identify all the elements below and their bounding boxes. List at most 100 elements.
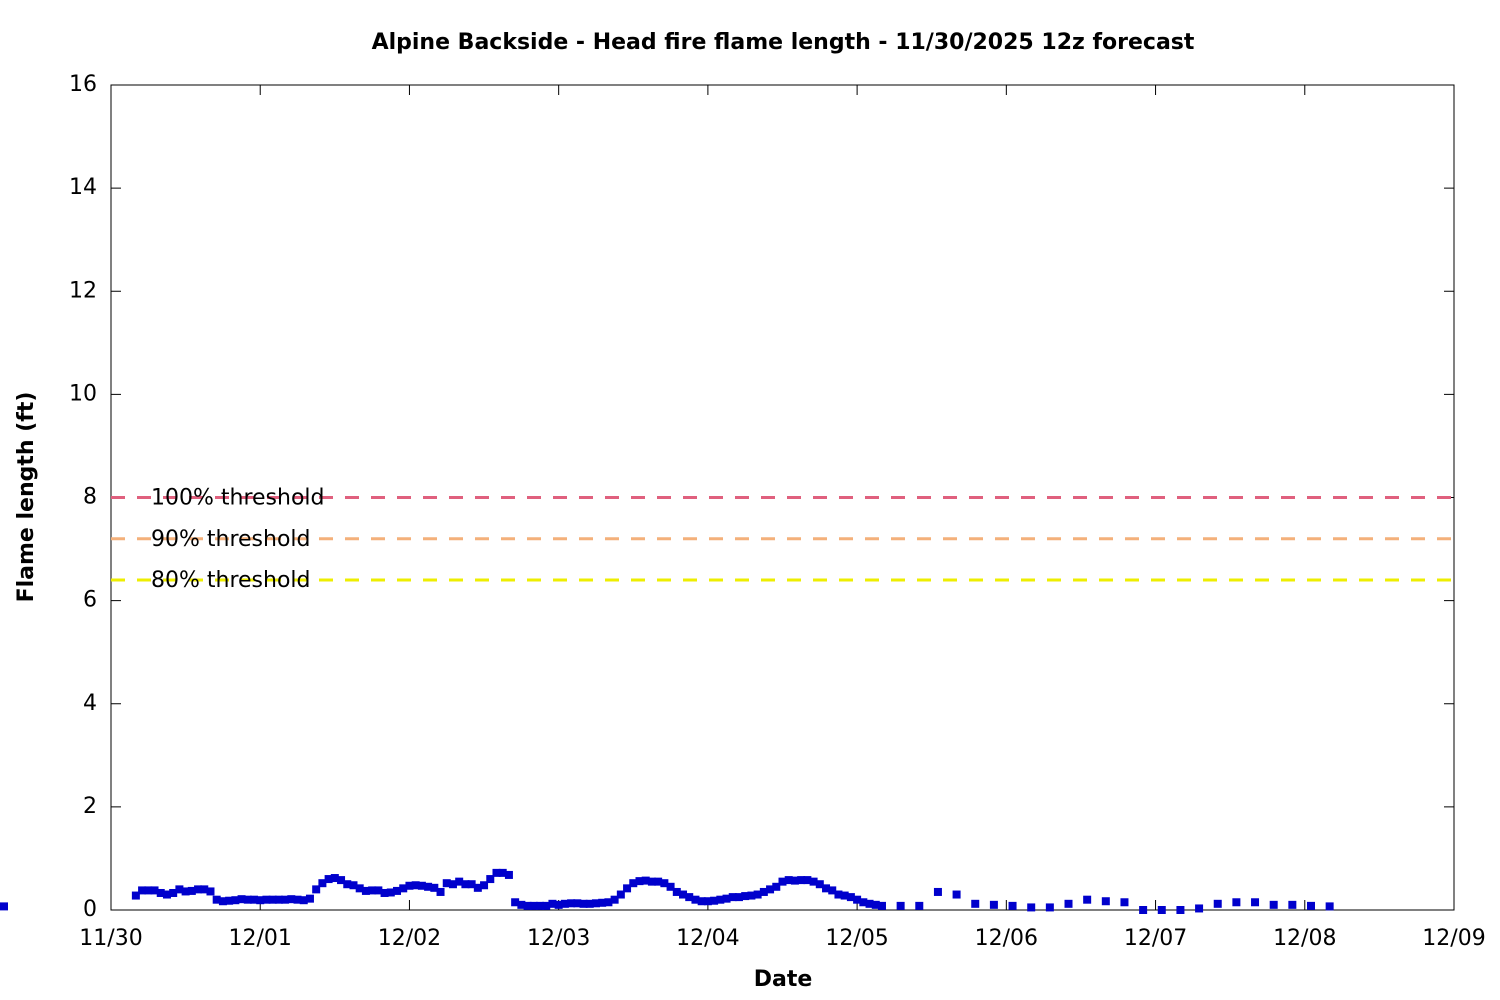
point bbox=[330, 874, 339, 883]
point bbox=[635, 877, 644, 886]
point bbox=[455, 877, 464, 886]
point bbox=[473, 883, 482, 892]
point bbox=[554, 900, 563, 909]
point bbox=[312, 885, 321, 894]
point bbox=[1139, 906, 1148, 914]
point bbox=[840, 891, 849, 900]
point bbox=[1176, 906, 1185, 914]
x-tick-label: 11/30 bbox=[79, 926, 142, 951]
point bbox=[225, 896, 234, 905]
point bbox=[498, 868, 507, 877]
y-tick-label: 10 bbox=[69, 381, 97, 406]
point bbox=[156, 888, 165, 897]
point bbox=[747, 891, 756, 900]
point bbox=[560, 899, 569, 908]
point bbox=[691, 895, 700, 904]
point bbox=[548, 899, 557, 908]
point bbox=[1269, 900, 1278, 909]
point bbox=[728, 893, 737, 902]
point bbox=[654, 877, 663, 886]
point bbox=[511, 898, 520, 907]
point bbox=[896, 901, 905, 910]
y-tick-label: 8 bbox=[83, 485, 97, 510]
point bbox=[324, 875, 333, 884]
point bbox=[504, 870, 513, 879]
point bbox=[822, 884, 831, 893]
x-tick-label: 12/07 bbox=[1124, 926, 1187, 951]
point bbox=[237, 895, 246, 904]
point bbox=[672, 887, 681, 896]
point bbox=[281, 895, 290, 904]
point bbox=[1288, 900, 1297, 909]
point bbox=[343, 880, 352, 889]
y-tick-label: 4 bbox=[83, 691, 97, 716]
point bbox=[150, 886, 159, 895]
point bbox=[734, 893, 743, 902]
point bbox=[274, 895, 283, 904]
x-tick-label: 12/02 bbox=[378, 926, 441, 951]
point bbox=[1027, 903, 1036, 912]
point bbox=[784, 876, 793, 885]
point bbox=[877, 901, 886, 910]
point bbox=[853, 895, 862, 904]
point bbox=[846, 893, 855, 902]
y-tick-label: 12 bbox=[69, 278, 97, 303]
point bbox=[442, 879, 451, 888]
point bbox=[1251, 898, 1260, 907]
point bbox=[933, 887, 942, 896]
point bbox=[200, 885, 209, 894]
point bbox=[194, 885, 203, 894]
point bbox=[790, 876, 799, 885]
point bbox=[542, 901, 551, 910]
point bbox=[218, 897, 227, 906]
point bbox=[1325, 902, 1334, 911]
point bbox=[181, 887, 190, 896]
y-tick-label: 6 bbox=[83, 588, 97, 613]
point bbox=[486, 875, 495, 884]
point bbox=[598, 898, 607, 907]
point bbox=[480, 881, 489, 890]
x-axis-label: Date bbox=[754, 967, 813, 992]
point bbox=[349, 881, 358, 890]
x-tick-label: 12/03 bbox=[527, 926, 590, 951]
point bbox=[716, 895, 725, 904]
point bbox=[250, 895, 259, 904]
threshold-label: 80% threshold bbox=[151, 568, 311, 593]
point bbox=[175, 885, 184, 894]
point bbox=[1195, 904, 1204, 913]
point bbox=[361, 886, 370, 895]
threshold-label: 100% threshold bbox=[151, 486, 325, 511]
point bbox=[293, 895, 302, 904]
point bbox=[766, 885, 775, 894]
point bbox=[616, 890, 625, 899]
threshold-label: 90% threshold bbox=[151, 527, 311, 552]
point bbox=[778, 877, 787, 886]
point bbox=[448, 880, 457, 889]
point bbox=[1232, 898, 1241, 907]
point bbox=[517, 900, 526, 909]
point bbox=[989, 900, 998, 909]
point bbox=[461, 880, 470, 889]
point bbox=[212, 895, 221, 904]
point bbox=[368, 886, 377, 895]
chart-title: Alpine Backside - Head fire flame length… bbox=[372, 30, 1195, 55]
point bbox=[268, 895, 277, 904]
point bbox=[647, 877, 656, 886]
point bbox=[169, 888, 178, 897]
point bbox=[610, 895, 619, 904]
x-tick-label: 12/09 bbox=[1422, 926, 1485, 951]
point bbox=[536, 901, 545, 910]
point bbox=[337, 876, 346, 885]
point bbox=[722, 894, 731, 903]
x-tick-label: 12/05 bbox=[825, 926, 888, 951]
point bbox=[380, 888, 389, 897]
point bbox=[834, 890, 843, 899]
point bbox=[162, 890, 171, 899]
point bbox=[243, 895, 252, 904]
point bbox=[187, 886, 196, 895]
point bbox=[1306, 901, 1315, 910]
point bbox=[492, 868, 501, 877]
point bbox=[467, 880, 476, 889]
point bbox=[865, 899, 874, 908]
